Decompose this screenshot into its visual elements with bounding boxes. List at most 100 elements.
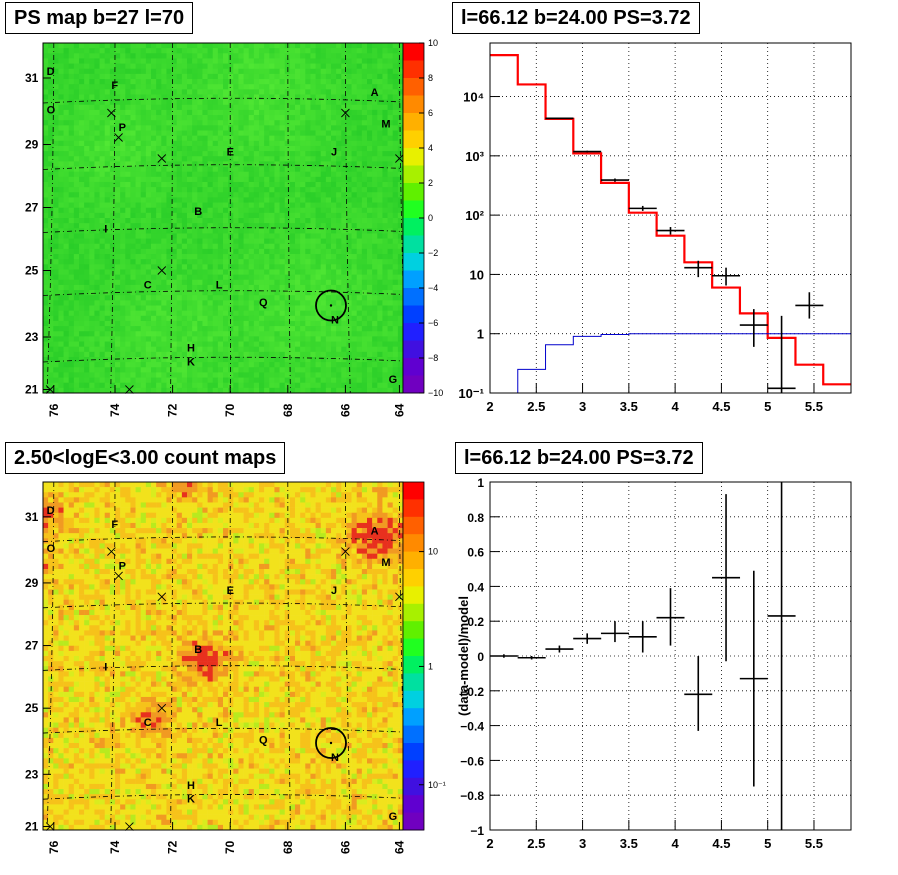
map-pixel (269, 130, 275, 136)
map-pixel (94, 68, 100, 75)
map-pixel (151, 387, 157, 394)
map-pixel (84, 279, 90, 286)
map-pixel (382, 248, 388, 255)
map-pixel (151, 315, 157, 322)
map-pixel (171, 295, 178, 301)
map-pixel (264, 89, 270, 95)
colorbar-swatch (403, 235, 424, 254)
map-pixel (372, 94, 378, 100)
map-pixel (217, 346, 224, 353)
map-pixel (145, 73, 152, 80)
colorbar-swatch (403, 375, 424, 394)
map-pixel (228, 84, 234, 90)
map-pixel (161, 248, 167, 255)
map-pixel (166, 171, 172, 178)
map-pixel (300, 290, 306, 296)
map-pixel (109, 135, 116, 142)
map-pixel (145, 300, 152, 306)
map-pixel (161, 295, 167, 301)
map-pixel (351, 269, 358, 275)
map-pixel (284, 218, 291, 224)
map-pixel (305, 305, 311, 311)
map-pixel (392, 284, 399, 291)
map-pixel (197, 372, 203, 378)
map-pixel (181, 351, 188, 358)
map-pixel (387, 156, 394, 162)
map-pixel (43, 73, 49, 80)
map-pixel (341, 68, 347, 75)
map-pixel (341, 135, 347, 142)
map-pixel (217, 94, 224, 100)
map-pixel (109, 207, 116, 214)
map-pixel (223, 187, 229, 193)
map-pixel (305, 99, 311, 106)
map-pixel (320, 346, 327, 353)
map-pixel (161, 43, 167, 49)
map-pixel (274, 187, 280, 193)
map-pixel (392, 382, 399, 389)
map-pixel (341, 218, 347, 224)
map-pixel (43, 320, 49, 327)
map-pixel (341, 351, 347, 358)
map-pixel (351, 53, 358, 59)
map-pixel (94, 482, 100, 488)
map-pixel (63, 130, 70, 136)
map-pixel (120, 84, 126, 90)
map-pixel (94, 233, 100, 239)
map-pixel (361, 233, 368, 239)
map-pixel (176, 207, 183, 214)
map-pixel (43, 356, 49, 363)
map-pixel (181, 223, 188, 229)
map-pixel (331, 274, 337, 281)
map-pixel (58, 377, 64, 384)
map-pixel (197, 109, 203, 116)
map-pixel (341, 156, 347, 162)
map-pixel (372, 53, 378, 59)
map-pixel (48, 176, 54, 183)
map-pixel (233, 305, 239, 311)
map-pixel (243, 48, 250, 54)
map-pixel (161, 377, 167, 384)
map-pixel (99, 202, 106, 209)
map-pixel (228, 254, 234, 260)
map-pixel (305, 187, 311, 193)
map-pixel (99, 79, 106, 85)
map-pixel (94, 372, 100, 378)
map-pixel (79, 331, 85, 337)
map-pixel (372, 331, 378, 337)
map-pixel (58, 295, 64, 301)
map-pixel (341, 176, 347, 183)
map-pixel (243, 305, 250, 311)
map-pixel (289, 73, 296, 80)
map-pixel (192, 197, 198, 203)
map-pixel (259, 202, 265, 209)
map-pixel (397, 341, 404, 347)
map-pixel (212, 151, 219, 157)
map-pixel (382, 351, 388, 358)
map-pixel (253, 161, 260, 167)
map-pixel (279, 58, 286, 64)
map-pixel (79, 187, 85, 193)
map-pixel (372, 187, 378, 193)
map-pixel (161, 341, 167, 347)
map-pixel (253, 135, 260, 142)
map-pixel (94, 187, 100, 193)
map-pixel (315, 53, 322, 59)
map-pixel (279, 181, 286, 188)
map-pixel (104, 228, 111, 234)
map-pixel (361, 151, 368, 157)
map-pixel (361, 274, 368, 281)
map-pixel (181, 372, 188, 378)
map-pixel (310, 228, 316, 234)
map-pixel (259, 94, 265, 100)
map-pixel (73, 99, 80, 106)
map-pixel (351, 130, 358, 136)
map-pixel (269, 331, 275, 337)
map-pixel (279, 135, 286, 142)
map-pixel (53, 254, 59, 260)
map-pixel (115, 305, 121, 311)
map-pixel (264, 176, 270, 183)
map-pixel (166, 315, 172, 322)
map-pixel (228, 104, 234, 111)
map-pixel (392, 145, 399, 152)
